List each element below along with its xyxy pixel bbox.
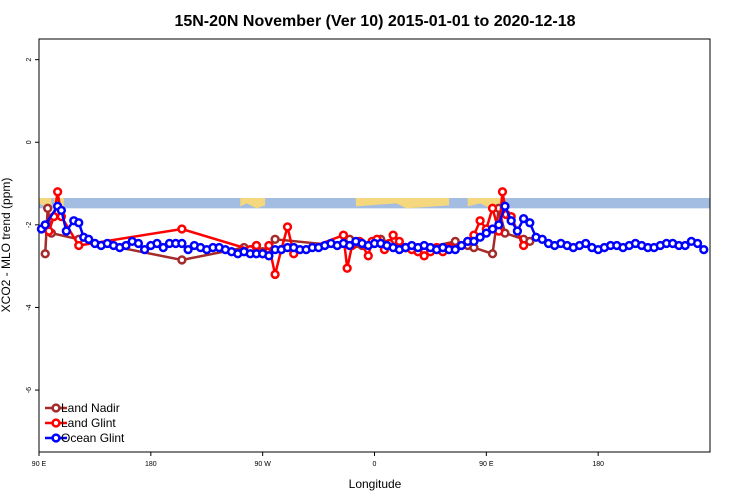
ocean-glint-point bbox=[183, 244, 193, 255]
y-axis-label: XCO2 - MLO trend (ppm) bbox=[0, 178, 13, 313]
y-tick-label-2: -2 bbox=[26, 222, 33, 228]
ocean-glint-point bbox=[506, 216, 516, 226]
land-glint-point bbox=[52, 187, 63, 197]
land-glint-point bbox=[475, 216, 485, 226]
legend-land-nadir-marker bbox=[51, 403, 61, 413]
x-tick-label-2: 90 W bbox=[254, 461, 271, 468]
ocean-glint-point bbox=[500, 201, 510, 211]
x-axis-label: Longitude bbox=[349, 477, 402, 491]
land-glint-point bbox=[338, 230, 349, 240]
ocean-glint-point bbox=[680, 240, 690, 251]
land-glint-point bbox=[74, 240, 84, 251]
land-glint-point bbox=[177, 224, 187, 234]
x-tick-label-5: 180 bbox=[592, 461, 604, 468]
x-tick-label-1: 180 bbox=[145, 461, 157, 468]
ocean-glint-point bbox=[264, 251, 274, 261]
ocean-glint-point bbox=[699, 244, 709, 255]
x-tick-label-4: 90 E bbox=[479, 461, 494, 468]
ocean-glint-point bbox=[177, 238, 187, 249]
ocean-glint-point bbox=[133, 238, 144, 249]
land-glint-point bbox=[251, 240, 262, 251]
ocean-glint-point bbox=[84, 234, 94, 244]
ocean-glint-point bbox=[487, 224, 498, 234]
legend-land-glint-label: Land Glint bbox=[61, 416, 116, 430]
legend-ocean-glint-label: Ocean Glint bbox=[61, 431, 125, 445]
land-glint-point bbox=[282, 222, 293, 232]
legend-land-nadir-label: Land Nadir bbox=[61, 401, 120, 415]
ocean-glint-point bbox=[139, 244, 150, 255]
ocean-glint-point bbox=[512, 226, 523, 236]
y-tick-label-4: -6 bbox=[26, 387, 33, 393]
ocean-glint-point bbox=[518, 214, 529, 224]
land-glint-point bbox=[342, 263, 352, 273]
ocean-glint-point bbox=[469, 236, 479, 247]
land-glint-point bbox=[497, 187, 508, 197]
ocean-glint-point bbox=[158, 242, 168, 253]
ocean-glint-point bbox=[152, 238, 162, 249]
ocean-glint-point bbox=[40, 220, 50, 230]
land-glint-point bbox=[487, 203, 498, 213]
land-glint-point bbox=[394, 236, 405, 247]
land-glint-point bbox=[518, 240, 529, 251]
ocean-glint-point bbox=[56, 205, 67, 216]
plot-area: 90 E 180 90 W 0 90 E 180 2 0 -2 -4 -6 Land NadirLan… bbox=[26, 38, 711, 468]
y-tick-label-0: 2 bbox=[26, 58, 33, 62]
ocean-glint-point bbox=[537, 234, 547, 244]
ocean-glint-point bbox=[61, 226, 71, 236]
land-glint-point bbox=[363, 251, 373, 261]
ocean-glint-point bbox=[525, 218, 535, 228]
y-tick-label-3: -4 bbox=[26, 304, 33, 310]
land-glint-point bbox=[388, 230, 398, 240]
ocean-glint-point bbox=[692, 238, 703, 249]
land-nadir-point bbox=[40, 249, 50, 259]
ocean-glint-point bbox=[121, 240, 131, 251]
legend-ocean-glint-marker bbox=[51, 433, 61, 443]
ocean-glint-point bbox=[344, 240, 355, 251]
land-nadir-point bbox=[487, 249, 498, 259]
land-nadir-point bbox=[270, 234, 280, 244]
land-glint-point bbox=[419, 251, 429, 261]
land-glint-point bbox=[270, 269, 280, 280]
ocean-glint-point bbox=[494, 220, 504, 230]
chart-title: 15N-20N November (Ver 10) 2015-01-01 to … bbox=[174, 13, 575, 30]
ocean-glint-point bbox=[74, 218, 84, 228]
ocean-glint-point bbox=[481, 228, 491, 238]
land-nadir-point bbox=[43, 203, 53, 213]
y-tick-label-1: 0 bbox=[26, 140, 33, 144]
ocean-glint-point bbox=[450, 244, 460, 255]
map-land-patch-3 bbox=[355, 198, 450, 209]
land-glint-point bbox=[264, 240, 274, 251]
x-tick-label-3: 0 bbox=[373, 461, 377, 468]
ocean-glint-point bbox=[475, 232, 485, 242]
x-tick-label-0: 90 E bbox=[32, 461, 47, 468]
ocean-glint-point bbox=[456, 240, 467, 251]
map-land-patch-2 bbox=[240, 198, 266, 209]
ocean-glint-point bbox=[581, 238, 591, 249]
land-nadir-point bbox=[177, 255, 187, 265]
land-nadir-point bbox=[525, 236, 535, 247]
legend-land-glint-marker bbox=[51, 418, 61, 428]
